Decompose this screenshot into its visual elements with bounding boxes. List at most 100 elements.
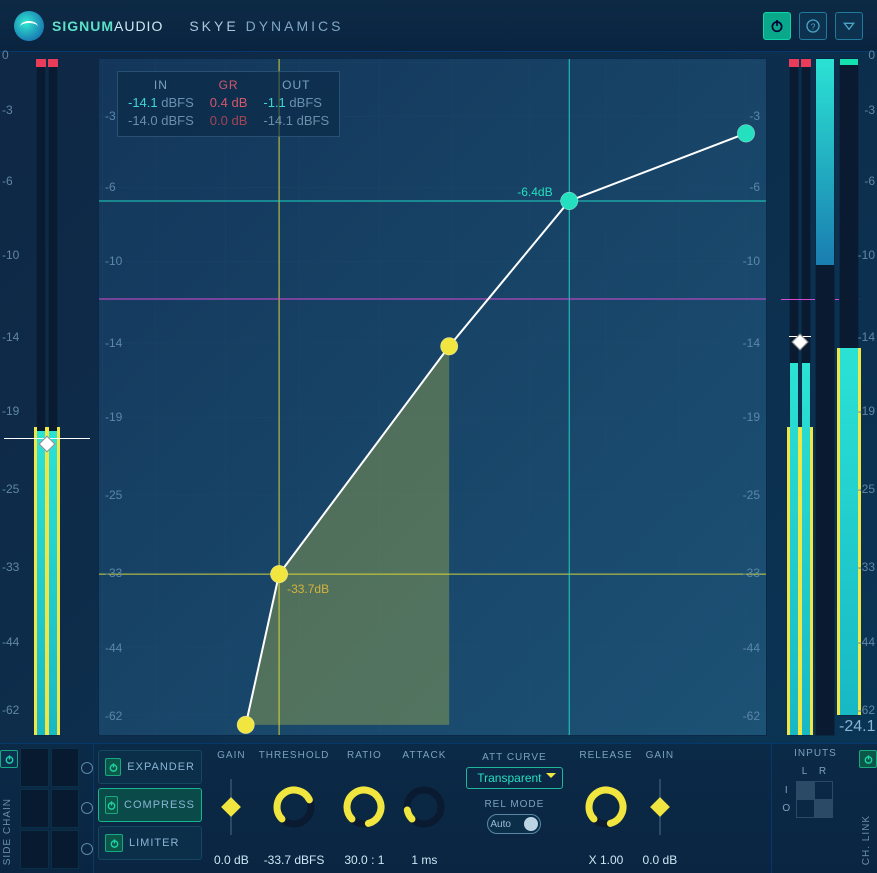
gr-meter <box>815 58 835 736</box>
db-label: -19 <box>2 404 19 418</box>
side-meter: -24.1 <box>839 58 859 736</box>
power-icon <box>106 800 117 811</box>
compress-power-button[interactable] <box>105 796 118 814</box>
db-label: -14 <box>743 336 760 350</box>
product-bold: SKYE <box>189 18 238 34</box>
sidechain-power-button[interactable] <box>0 750 18 768</box>
expander-power-button[interactable] <box>105 758 121 776</box>
io-matrix[interactable]: LR I O <box>778 763 833 818</box>
logo: SIGNUMAUDIO <box>14 11 163 41</box>
power-button[interactable] <box>763 12 791 40</box>
power-icon <box>769 18 785 34</box>
db-label: -44 <box>2 635 19 649</box>
db-label: -44 <box>858 635 875 649</box>
db-label: -10 <box>743 254 760 268</box>
db-label: -25 <box>743 488 760 502</box>
db-label: -19 <box>105 410 122 424</box>
module-buttons: EXPANDER COMPRESS LIMITER <box>94 744 206 873</box>
output-gain-slider[interactable]: GAIN 0.0 dB <box>643 750 678 867</box>
output-meter-column: -24.1 0-3-6-10-14-19-25-33-44-62 <box>771 52 877 743</box>
readout-header-in: IN <box>128 78 194 92</box>
power-icon <box>4 754 15 765</box>
compress-button[interactable]: COMPRESS <box>98 788 202 822</box>
limiter-label: LIMITER <box>129 837 179 849</box>
chevron-down-icon <box>841 18 857 34</box>
sidechain-dot[interactable] <box>81 762 93 774</box>
db-label: -3 <box>864 103 875 117</box>
level-readout: IN GR OUT -14.1 dBFS 0.4 dB -1.1 dBFS -1… <box>117 71 340 137</box>
output-gain-value: 0.0 dB <box>643 853 678 867</box>
db-label: -6 <box>749 180 760 194</box>
controls-row: SIDE CHAIN EXPANDER <box>0 743 877 873</box>
db-label: -6 <box>864 174 875 188</box>
db-label: -3 <box>749 109 760 123</box>
readout-header-out: OUT <box>263 78 329 92</box>
transfer-curve-graph[interactable]: IN GR OUT -14.1 dBFS 0.4 dB -1.1 dBFS -1… <box>98 58 767 736</box>
side-meter-value: -24.1 <box>839 718 859 736</box>
readout-header-gr: GR <box>210 78 248 92</box>
header: SIGNUMAUDIO SKYE DYNAMICS ? <box>0 0 877 52</box>
sidechain-section: SIDE CHAIN <box>0 744 94 873</box>
attack-value: 1 ms <box>411 853 437 867</box>
inputs-section: INPUTS LR I O CH. LINK <box>771 744 877 873</box>
db-label: -62 <box>2 703 19 717</box>
db-label: -10 <box>2 248 19 262</box>
threshold-knob[interactable]: THRESHOLD -33.7 dBFS <box>259 750 330 867</box>
db-label: -6 <box>105 180 116 194</box>
inputs-panel: INPUTS LR I O <box>772 744 859 873</box>
db-label: -19 <box>858 404 875 418</box>
ratio-knob[interactable]: RATIO 30.0 : 1 <box>339 750 389 867</box>
db-label: -25 <box>2 482 19 496</box>
db-label: -14 <box>105 336 122 350</box>
brand-text: SIGNUMAUDIO <box>52 18 163 34</box>
expander-button[interactable]: EXPANDER <box>98 750 202 784</box>
att-curve-label: ATT CURVE <box>482 752 547 763</box>
product-light: DYNAMICS <box>246 18 344 34</box>
node-label: -6.4dB <box>517 185 552 199</box>
ratio-value: 30.0 : 1 <box>344 853 384 867</box>
attack-knob[interactable]: ATTACK 1 ms <box>399 750 449 867</box>
sidechain-label: SIDE CHAIN <box>0 790 18 873</box>
db-label: -14 <box>2 330 19 344</box>
db-label: 0 <box>868 48 875 62</box>
release-value: X 1.00 <box>589 853 624 867</box>
limiter-button[interactable]: LIMITER <box>98 826 202 860</box>
db-label: -62 <box>105 709 122 723</box>
out-value: -1.1 <box>263 95 285 110</box>
db-label: -25 <box>105 488 122 502</box>
limiter-power-button[interactable] <box>105 834 123 852</box>
sidechain-dot[interactable] <box>81 802 93 814</box>
help-icon: ? <box>805 18 821 34</box>
sidechain-matrix[interactable] <box>18 744 81 873</box>
db-label: -33 <box>2 560 19 574</box>
power-icon <box>109 838 120 849</box>
release-knob[interactable]: RELEASE X 1.00 <box>579 750 632 867</box>
menu-button[interactable] <box>835 12 863 40</box>
product-name: SKYE DYNAMICS <box>189 18 343 34</box>
db-label: -62 <box>858 703 875 717</box>
gain-slider[interactable]: GAIN 0.0 dB <box>214 750 249 867</box>
svg-text:?: ? <box>811 21 816 31</box>
db-label: -14 <box>858 330 875 344</box>
gr-value: 0.4 <box>210 95 228 110</box>
sidechain-dot[interactable] <box>81 843 93 855</box>
db-label: -33 <box>858 560 875 574</box>
db-label: -3 <box>2 103 13 117</box>
db-label: -6 <box>2 174 13 188</box>
db-label: -10 <box>105 254 122 268</box>
input-meter-column: 0-3-6-10-14-19-25-33-44-62 <box>0 52 94 743</box>
expander-label: EXPANDER <box>127 761 195 773</box>
chlink-power-button[interactable] <box>859 750 877 768</box>
inputs-label: INPUTS <box>778 748 853 759</box>
power-icon <box>108 762 119 773</box>
db-label: -44 <box>105 641 122 655</box>
rel-mode-toggle[interactable]: Auto <box>487 814 541 834</box>
brand-light: AUDIO <box>114 18 163 34</box>
help-button[interactable]: ? <box>799 12 827 40</box>
in-value: -14.1 <box>128 95 158 110</box>
db-label: -33 <box>743 566 760 580</box>
gain-value: 0.0 dB <box>214 853 249 867</box>
rel-mode-label: REL MODE <box>484 799 544 810</box>
att-curve-dropdown[interactable]: Transparent <box>466 767 562 789</box>
chlink-label: CH. LINK <box>859 807 877 873</box>
